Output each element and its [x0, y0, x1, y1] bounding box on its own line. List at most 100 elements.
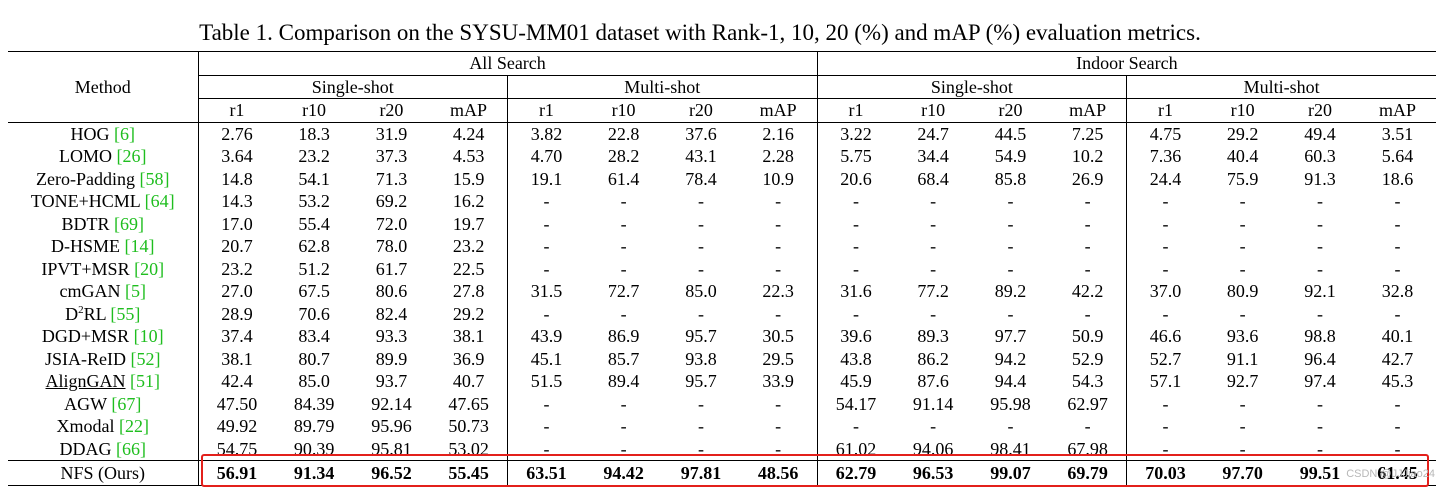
indoor-search-header: Indoor Search	[817, 51, 1437, 76]
metric-value: -	[1317, 236, 1324, 257]
metric-value: -	[1239, 236, 1246, 257]
metric-value: 29.2	[430, 302, 509, 325]
citation-link[interactable]: [58]	[139, 168, 170, 189]
metric-value: -	[1394, 213, 1401, 234]
method-name: Xmodal [22]	[8, 415, 199, 438]
metric-value: -	[1162, 236, 1169, 257]
citation-link[interactable]: [5]	[125, 281, 146, 302]
metric-header-r10: r10	[894, 98, 972, 123]
metric-value: 31.9	[375, 123, 408, 144]
metric-value: 18.3	[298, 123, 330, 144]
citation-link[interactable]: [51]	[130, 371, 160, 392]
metric-value: 97.7	[994, 326, 1027, 347]
indoor-single-shot-header: Single-shot	[817, 75, 1128, 99]
metric-value: 36.9	[430, 347, 509, 370]
metric-value: -	[1126, 437, 1204, 461]
citation-link[interactable]: [52]	[130, 348, 161, 369]
method-name: LOMO [26]	[8, 145, 199, 168]
metric-value: 94.2	[994, 348, 1027, 369]
table-row: Zero-Padding [58] 14.8 54.1 71.3 15.9 19.1 61.…	[8, 167, 1436, 190]
metric-value: -	[853, 416, 860, 437]
metric-value: -	[739, 392, 818, 415]
ours-method-name: NFS (Ours)	[8, 460, 199, 486]
results-table: Method All Search Indoor Search Single-s…	[8, 51, 1437, 486]
metric-value: 61.4	[607, 168, 640, 189]
metric-value: 95.96	[371, 416, 412, 437]
metric-value: -	[1281, 437, 1359, 461]
table-row: AlignGAN [51] 42.4 85.0 93.7 40.7 51.5 89.4 95.…	[8, 370, 1436, 393]
metric-value: 4.24	[430, 122, 509, 145]
citation-link[interactable]: [55]	[110, 303, 141, 324]
metric-value: 4.75	[1149, 123, 1182, 144]
metric-value: -	[1162, 416, 1169, 437]
method-name: BDTR [69]	[8, 212, 199, 235]
metric-value: 69.2	[375, 191, 408, 212]
header-row-metrics: r1 r10 r20 mAP r1 r10 r20 mAP r1 r10 r20 mAP r1 r10 r2…	[8, 98, 1437, 123]
metric-value: -	[853, 303, 860, 324]
method-label: JSIA-ReID	[45, 348, 131, 369]
method-name: JSIA-ReID [52]	[8, 347, 199, 370]
metric-value: 46.6	[1149, 326, 1182, 347]
metric-value: 2.16	[739, 122, 818, 145]
metric-value: -	[1049, 257, 1128, 280]
metric-value: 52.9	[1049, 347, 1128, 370]
metric-value: 14.8	[221, 168, 253, 189]
metric-value: 87.6	[917, 371, 949, 392]
metric-value: 3.22	[840, 123, 872, 144]
metric-value: -	[1162, 191, 1169, 212]
metric-value: -	[1317, 258, 1324, 279]
metric-value: 82.4	[375, 303, 408, 324]
citation-link[interactable]: [14]	[124, 236, 155, 257]
metric-value: 30.5	[739, 325, 818, 348]
table-row: Xmodal [22] 49.92 89.79 95.96 50.73 - - - - - - - - -…	[8, 415, 1436, 438]
header-row-shot: Single-shot Multi-shot Single-shot Multi…	[8, 75, 1437, 99]
metric-value: -	[1394, 191, 1401, 212]
metric-header-r20: r20	[352, 98, 431, 123]
metric-value: 45.9	[840, 371, 872, 392]
metric-value: 96.4	[1304, 348, 1336, 369]
metric-value: -	[1317, 213, 1324, 234]
metric-header-r10: r10	[1203, 98, 1282, 123]
metric-value: -	[853, 191, 860, 212]
metric-value: -	[620, 213, 627, 234]
metric-value: 5.75	[840, 146, 872, 167]
metric-value: 3.51	[1381, 123, 1414, 144]
metric-value: -	[697, 236, 704, 257]
metric-value: 53.02	[430, 437, 509, 461]
metric-value: 3.64	[221, 146, 253, 167]
metric-value: 54.3	[1049, 370, 1128, 393]
header-row-search: Method All Search Indoor Search	[8, 51, 1437, 123]
citation-link[interactable]: [22]	[119, 416, 149, 437]
method-name: Zero-Padding [58]	[8, 167, 199, 190]
metric-value: 28.9	[221, 303, 253, 324]
metric-value: 24.4	[1149, 168, 1182, 189]
metric-header-r1: r1	[507, 98, 585, 123]
metric-value: 84.39	[293, 393, 335, 414]
metric-value: 19.7	[430, 212, 509, 235]
metric-value: 52.7	[1149, 348, 1182, 369]
metric-value: 80.6	[375, 281, 408, 302]
citation-link[interactable]: [64]	[144, 191, 175, 212]
metric-value: -	[543, 236, 550, 257]
citation-link[interactable]: [10]	[133, 326, 164, 347]
metric-value: 54.1	[298, 168, 330, 189]
citation-link[interactable]: [67]	[111, 393, 142, 414]
ours-metric-value: 48.56	[739, 460, 818, 486]
metric-header-r20: r20	[971, 98, 1050, 123]
citation-link[interactable]: [26]	[116, 146, 147, 167]
citation-link[interactable]: [20]	[134, 258, 165, 279]
citation-link[interactable]: [69]	[114, 213, 144, 234]
metric-value: 16.2	[430, 190, 509, 213]
metric-value: 67.5	[298, 281, 330, 302]
metric-header-map: mAP	[739, 98, 818, 123]
method-name: cmGAN [5]	[8, 280, 199, 303]
metric-value: 94.06	[894, 437, 972, 461]
method-label: BDTR	[61, 213, 114, 234]
metric-value: 37.0	[1149, 281, 1182, 302]
metric-value: -	[739, 302, 818, 325]
method-label: AGW	[64, 393, 112, 414]
citation-link[interactable]: [66]	[116, 438, 146, 459]
citation-link[interactable]: [6]	[114, 123, 135, 144]
metric-value: -	[1049, 302, 1128, 325]
metric-value: -	[697, 393, 704, 414]
